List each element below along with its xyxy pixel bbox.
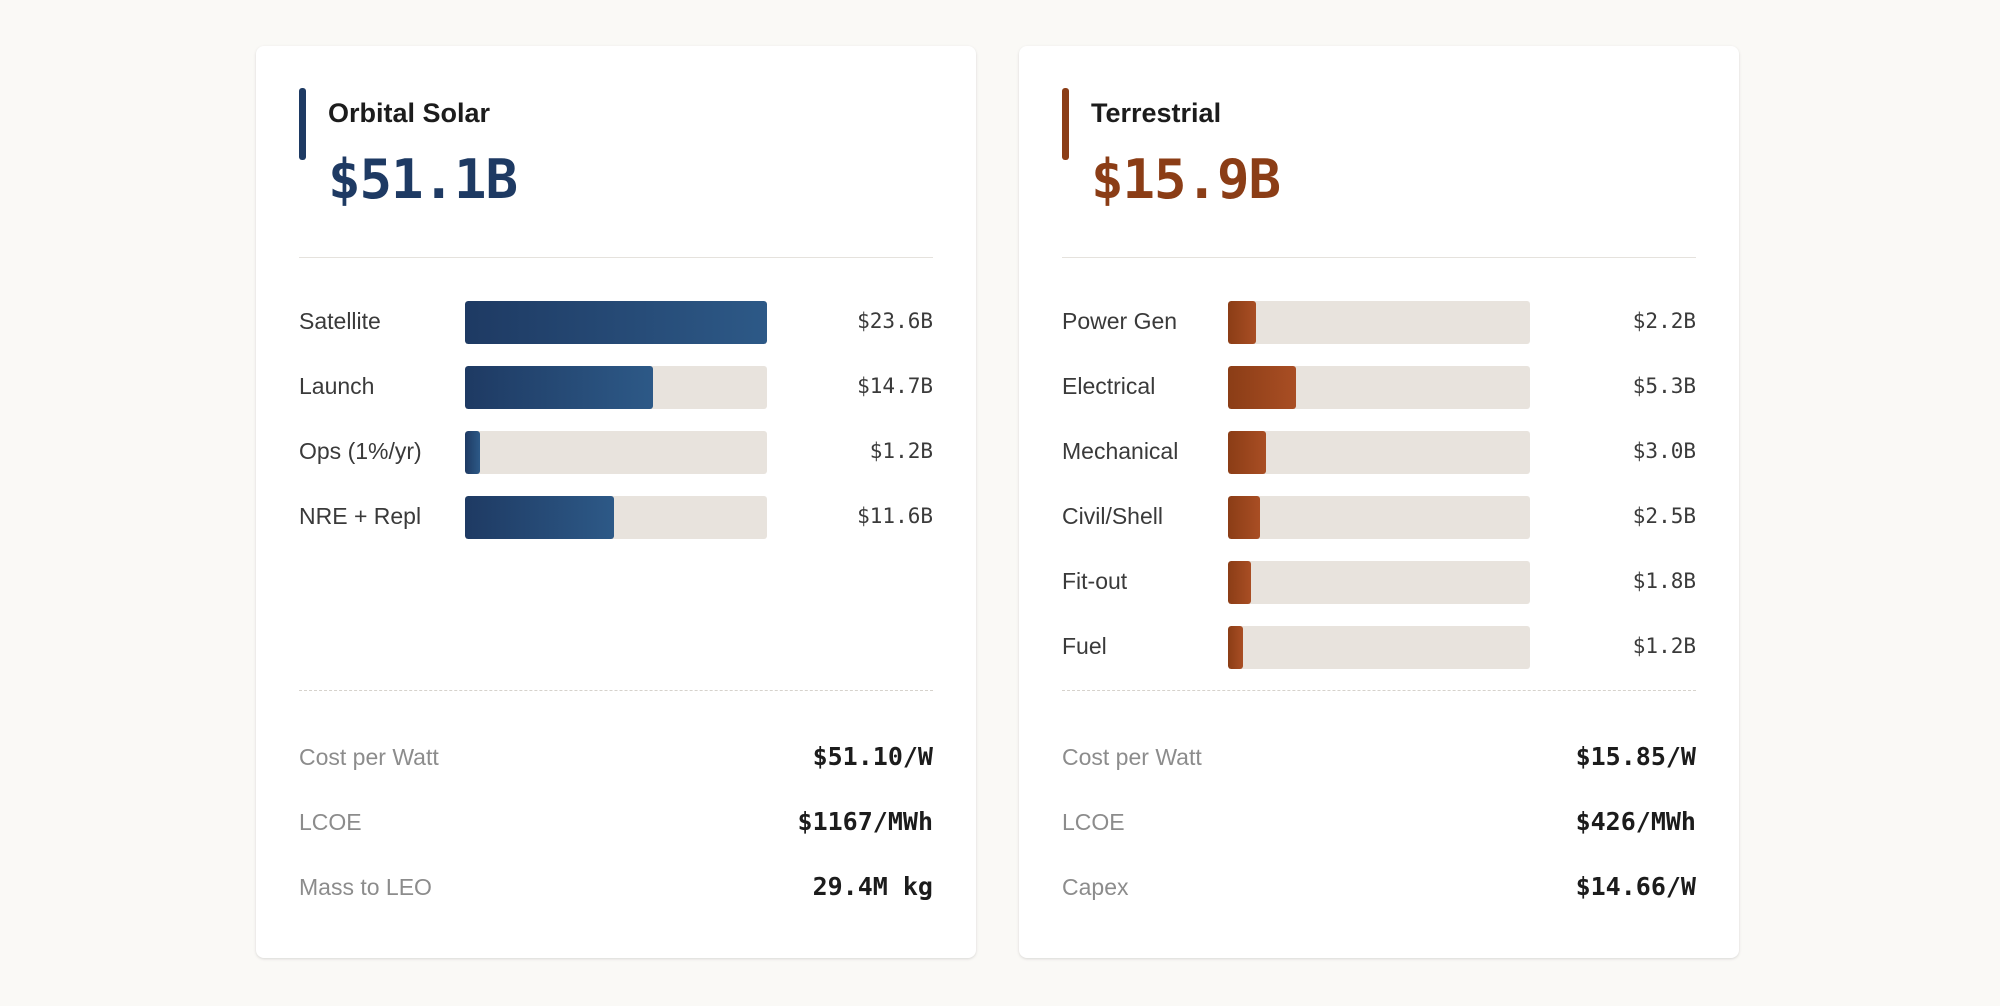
row-label: Fuel — [1062, 633, 1107, 659]
bar-fill — [1228, 301, 1257, 344]
row-value: $23.6B — [857, 309, 933, 333]
row-label: Ops (1%/yr) — [299, 438, 422, 464]
row-label: Launch — [299, 373, 375, 399]
breakdown-row-mechanical: Mechanical $3.0B — [1062, 431, 1696, 475]
row-label: Satellite — [299, 308, 381, 334]
metric-value: $426/MWh — [1575, 807, 1696, 836]
orbital-solar-card: Orbital Solar $51.1B Satellite $23.6B La… — [256, 46, 976, 958]
row-value: $5.3B — [1632, 374, 1696, 398]
row-value: $14.7B — [857, 374, 933, 398]
breakdown-row-ops: Ops (1%/yr) $1.2B — [299, 431, 933, 475]
row-label: NRE + Repl — [299, 503, 422, 529]
bar-track — [465, 366, 767, 409]
metric-capex: Capex $14.66/W — [1062, 868, 1696, 908]
metric-cost-per-watt: Cost per Watt $51.10/W — [299, 738, 933, 778]
cost-breakdown: Power Gen $2.2B Electrical $5.3B Mechani… — [1062, 301, 1696, 691]
metric-value: $14.66/W — [1575, 872, 1696, 901]
breakdown-row-electrical: Electrical $5.3B — [1062, 366, 1696, 410]
row-value: $3.0B — [1632, 439, 1696, 463]
row-value: $1.2B — [869, 439, 933, 463]
metric-value: $15.85/W — [1575, 742, 1696, 771]
breakdown-row-fuel: Fuel $1.2B — [1062, 626, 1696, 670]
metric-cost-per-watt: Cost per Watt $15.85/W — [1062, 738, 1696, 778]
row-value: $2.2B — [1632, 309, 1696, 333]
bar-fill — [1228, 431, 1267, 474]
bar-track — [1228, 561, 1530, 604]
card-total: $51.1B — [328, 148, 518, 211]
comparison-cards: Orbital Solar $51.1B Satellite $23.6B La… — [256, 46, 1739, 958]
row-value: $2.5B — [1632, 504, 1696, 528]
card-header: Terrestrial $15.9B — [1062, 88, 1696, 211]
accent-bar — [299, 88, 306, 160]
metric-lcoe: LCOE $1167/MWh — [299, 803, 933, 843]
metric-label: Capex — [1062, 874, 1129, 900]
bar-track — [1228, 366, 1530, 409]
row-label: Mechanical — [1062, 438, 1179, 464]
row-value: $11.6B — [857, 504, 933, 528]
bar-fill — [465, 366, 654, 409]
breakdown-row-fit-out: Fit-out $1.8B — [1062, 561, 1696, 605]
divider — [1062, 257, 1696, 258]
bar-fill — [465, 496, 614, 539]
row-value: $1.2B — [1632, 634, 1696, 658]
dashed-divider — [1062, 690, 1696, 691]
dashed-divider — [299, 690, 933, 691]
bar-track — [1228, 626, 1530, 669]
breakdown-row-launch: Launch $14.7B — [299, 366, 933, 410]
metric-value: 29.4M kg — [812, 872, 933, 901]
row-label: Civil/Shell — [1062, 503, 1163, 529]
metric-value: $1167/MWh — [797, 807, 933, 836]
bar-fill — [465, 431, 481, 474]
metric-mass-to-leo: Mass to LEO 29.4M kg — [299, 868, 933, 908]
row-label: Power Gen — [1062, 308, 1178, 334]
row-label: Fit-out — [1062, 568, 1128, 594]
metric-lcoe: LCOE $426/MWh — [1062, 803, 1696, 843]
bar-fill — [465, 301, 767, 344]
breakdown-row-nre-repl: NRE + Repl $11.6B — [299, 496, 933, 540]
metric-label: Cost per Watt — [1062, 744, 1202, 770]
metric-label: LCOE — [1062, 809, 1125, 835]
bar-track — [465, 431, 767, 474]
metric-value: $51.10/W — [812, 742, 933, 771]
metric-label: Mass to LEO — [299, 874, 432, 900]
bar-track — [1228, 301, 1530, 344]
card-total: $15.9B — [1091, 148, 1281, 211]
metric-label: LCOE — [299, 809, 362, 835]
breakdown-row-civil-shell: Civil/Shell $2.5B — [1062, 496, 1696, 540]
summary-metrics: Cost per Watt $51.10/W LCOE $1167/MWh Ma… — [299, 738, 933, 933]
summary-metrics: Cost per Watt $15.85/W LCOE $426/MWh Cap… — [1062, 738, 1696, 933]
row-label: Electrical — [1062, 373, 1156, 399]
divider — [299, 257, 933, 258]
cost-breakdown: Satellite $23.6B Launch $14.7B Ops (1%/y… — [299, 301, 933, 561]
bar-track — [1228, 496, 1530, 539]
bar-track — [465, 301, 767, 344]
card-title: Terrestrial — [1091, 98, 1222, 128]
metric-label: Cost per Watt — [299, 744, 439, 770]
bar-fill — [1228, 366, 1296, 409]
row-value: $1.8B — [1632, 569, 1696, 593]
bar-fill — [1228, 496, 1260, 539]
bar-track — [465, 496, 767, 539]
terrestrial-card: Terrestrial $15.9B Power Gen $2.2B Elect… — [1019, 46, 1739, 958]
accent-bar — [1062, 88, 1069, 160]
card-title: Orbital Solar — [328, 98, 491, 128]
breakdown-row-power-gen: Power Gen $2.2B — [1062, 301, 1696, 345]
breakdown-row-satellite: Satellite $23.6B — [299, 301, 933, 345]
bar-track — [1228, 431, 1530, 474]
bar-fill — [1228, 561, 1251, 604]
bar-fill — [1228, 626, 1244, 669]
card-header: Orbital Solar $51.1B — [299, 88, 933, 211]
